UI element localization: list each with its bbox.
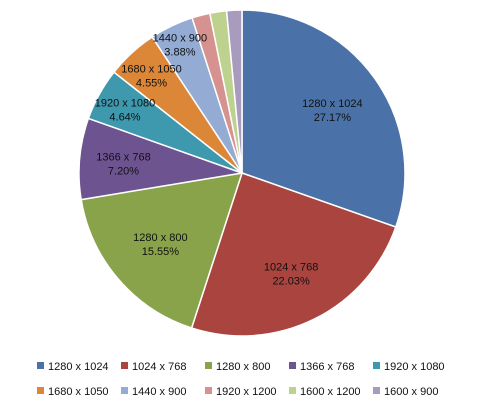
legend-label: 1280 x 1024 — [48, 361, 109, 373]
legend-item-1366-x-768: 1366 x 768 — [289, 361, 354, 373]
slice-label-1280-x-800: 1280 x 800 15.55% — [133, 232, 187, 258]
slice-label-percent: 4.55% — [136, 78, 167, 90]
slice-label-1920-x-1080: 1920 x 1080 4.64% — [95, 97, 156, 123]
slice-label-1024-x-768: 1024 x 768 22.03% — [264, 261, 318, 287]
pie-slice-1280-x-800 — [80, 172, 243, 329]
legend-item-1920-x-1080: 1920 x 1080 — [373, 361, 445, 373]
slice-label-percent: 27.17% — [314, 112, 352, 124]
slice-label-percent: 7.20% — [108, 166, 139, 178]
slice-label-1440-x-900: 1440 x 900 3.88% — [153, 33, 207, 59]
legend-label: 1280 x 800 — [216, 361, 270, 373]
legend-swatch — [289, 387, 296, 394]
legend-item-1920-x-1200: 1920 x 1200 — [205, 386, 277, 398]
legend-label: 1024 x 768 — [132, 361, 186, 373]
legend-swatch — [205, 387, 212, 394]
legend-swatch — [121, 362, 128, 369]
slice-label-1280-x-1024: 1280 x 1024 27.17% — [302, 98, 363, 124]
pie-slices — [78, 9, 406, 337]
pie-slice-labels: 1280 x 1024 27.17% 1024 x 768 22.03% 1280 x … — [95, 33, 363, 288]
legend-item-1280-x-800: 1280 x 800 — [205, 361, 270, 373]
slice-label-percent: 22.03% — [272, 275, 310, 287]
slice-label-name: 1366 x 768 — [96, 152, 150, 164]
legend-swatch — [205, 362, 212, 369]
pie-slice-1280-x-1024 — [241, 9, 406, 228]
legend: 1280 x 1024 1024 x 768 1280 x 800 1366 x 76… — [37, 361, 445, 398]
legend-label: 1600 x 900 — [384, 386, 438, 398]
legend-swatch — [37, 362, 44, 369]
legend-label: 1920 x 1200 — [216, 386, 277, 398]
slice-label-name: 1440 x 900 — [153, 33, 207, 45]
legend-item-1024-x-768: 1024 x 768 — [121, 361, 186, 373]
legend-swatch — [373, 362, 380, 369]
legend-item-1680-x-1050: 1680 x 1050 — [37, 386, 109, 398]
slice-label-name: 1280 x 1024 — [302, 98, 363, 110]
legend-label: 1680 x 1050 — [48, 386, 109, 398]
legend-swatch — [121, 387, 128, 394]
legend-swatch — [373, 387, 380, 394]
legend-label: 1366 x 768 — [300, 361, 354, 373]
legend-item-1600-x-900: 1600 x 900 — [373, 386, 438, 398]
legend-item-1440-x-900: 1440 x 900 — [121, 386, 186, 398]
slice-label-1366-x-768: 1366 x 768 7.20% — [96, 152, 150, 178]
legend-swatch — [37, 387, 44, 394]
legend-swatch — [289, 362, 296, 369]
slice-label-name: 1280 x 800 — [133, 232, 187, 244]
slice-label-percent: 4.64% — [109, 111, 140, 123]
pie-slice-1024-x-768 — [190, 172, 397, 337]
slice-label-percent: 15.55% — [142, 246, 180, 258]
legend-item-1600-x-1200: 1600 x 1200 — [289, 386, 361, 398]
slice-label-name: 1024 x 768 — [264, 261, 318, 273]
legend-item-1280-x-1024: 1280 x 1024 — [37, 361, 109, 373]
legend-label: 1600 x 1200 — [300, 386, 361, 398]
slice-label-name: 1920 x 1080 — [95, 97, 156, 109]
slice-label-1680-x-1050: 1680 x 1050 4.55% — [121, 64, 182, 90]
legend-label: 1440 x 900 — [132, 386, 186, 398]
pie-slice-1600-x-900 — [225, 9, 243, 174]
legend-label: 1920 x 1080 — [384, 361, 445, 373]
slice-label-name: 1680 x 1050 — [121, 64, 182, 76]
slice-label-percent: 3.88% — [164, 47, 195, 59]
